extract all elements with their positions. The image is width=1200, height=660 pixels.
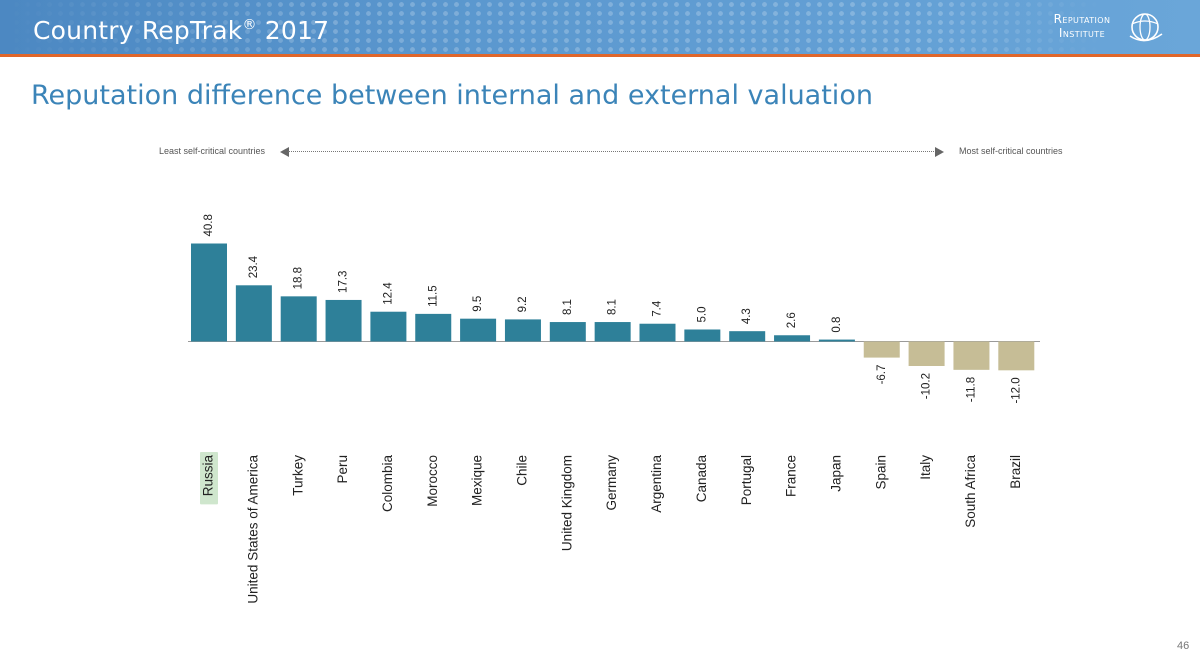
bar-2 (280, 296, 317, 342)
value-label-11: 5.0 (696, 306, 708, 322)
bar-18 (998, 341, 1035, 371)
globe-icon (1129, 13, 1163, 42)
slide-title: Reputation difference between internal a… (31, 80, 873, 111)
value-label-10: 7.4 (652, 300, 664, 317)
category-label-16: Italy (918, 455, 933, 480)
bar-13 (774, 335, 811, 342)
category-label-14: Japan (828, 455, 843, 492)
value-label-0: 40.8 (203, 214, 215, 236)
bar-3 (325, 299, 362, 342)
value-label-13: 2.6 (786, 312, 798, 328)
bar-17 (953, 341, 990, 370)
category-label-3: Peru (335, 455, 350, 484)
arrow-left-icon (280, 147, 289, 157)
arrow-right-icon (935, 147, 944, 157)
category-label-18: Brazil (1008, 455, 1023, 489)
category-label-17: South Africa (963, 455, 978, 528)
value-label-1: 23.4 (248, 255, 260, 278)
header-accent-rule (0, 54, 1200, 57)
category-label-4: Colombia (380, 455, 395, 513)
logo-line-2: Institute (1058, 26, 1106, 40)
value-label-12: 4.3 (741, 308, 753, 324)
category-label-1: United States of America (245, 455, 260, 604)
bar-5 (415, 313, 452, 342)
value-label-5: 11.5 (427, 285, 439, 307)
app-title: Country RepTrak® 2017 (33, 16, 329, 45)
self-critical-scale: Least self-critical countries Most self-… (150, 143, 1090, 161)
value-label-18: -12.0 (1010, 377, 1022, 403)
value-label-8: 8.1 (562, 299, 574, 315)
category-label-11: Canada (694, 455, 709, 503)
bar-7 (504, 319, 541, 342)
category-label-7: Chile (515, 455, 530, 486)
bar-9 (594, 322, 631, 342)
bar-1 (235, 285, 272, 342)
bar-4 (370, 311, 407, 342)
dotted-scale-line (288, 151, 940, 152)
bar-14 (818, 339, 855, 342)
value-label-9: 8.1 (607, 299, 619, 315)
bar-6 (460, 318, 497, 342)
bar-12 (729, 331, 766, 342)
category-label-8: United Kingdom (559, 455, 574, 551)
logo-text: Reputation Institute (1036, 12, 1128, 40)
reputation-institute-logo: Reputation Institute (1036, 10, 1176, 46)
bar-10 (639, 323, 676, 342)
value-label-15: -6.7 (876, 365, 888, 385)
registered-mark: ® (242, 17, 257, 33)
bar-11 (684, 329, 721, 342)
value-label-2: 18.8 (293, 267, 305, 289)
most-self-critical-label: Most self-critical countries (959, 146, 1063, 156)
app-title-text: Country RepTrak (33, 16, 243, 45)
category-label-13: France (784, 455, 799, 497)
category-label-0: Russia (201, 455, 216, 497)
logo-line-1: Reputation (1053, 12, 1111, 26)
bar-8 (549, 322, 586, 342)
bar-16 (908, 341, 945, 366)
value-label-6: 9.5 (472, 296, 484, 312)
category-label-15: Spain (873, 455, 888, 490)
bar-0 (191, 243, 227, 342)
category-label-10: Argentina (649, 455, 664, 513)
value-label-3: 17.3 (338, 271, 350, 293)
value-label-4: 12.4 (382, 282, 394, 305)
category-label-9: Germany (604, 455, 619, 511)
header-bar: Country RepTrak® 2017 Reputation Institu… (0, 0, 1200, 54)
category-label-12: Portugal (739, 455, 754, 505)
category-label-2: Turkey (290, 455, 305, 496)
value-label-17: -11.8 (965, 377, 977, 402)
least-self-critical-label: Least self-critical countries (159, 146, 266, 156)
value-label-7: 9.2 (517, 296, 529, 312)
world-map-dots (0, 0, 1200, 54)
value-label-14: 0.8 (831, 317, 843, 333)
category-label-6: Mexique (470, 455, 485, 506)
bar-15 (863, 341, 900, 358)
app-title-year: 2017 (264, 16, 330, 45)
highlight-label-bg-0 (200, 452, 218, 505)
category-label-5: Morocco (425, 455, 440, 507)
value-label-16: -10.2 (921, 373, 933, 399)
page-number: 46 (1177, 640, 1190, 652)
